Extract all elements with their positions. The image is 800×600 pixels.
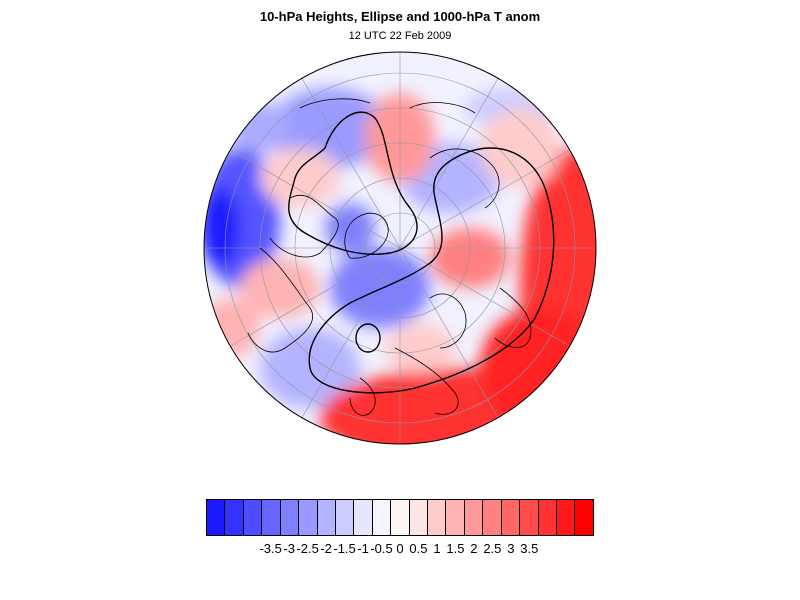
colorbar-swatch xyxy=(501,500,521,535)
colorbar-swatch xyxy=(280,500,300,535)
colorbar-tick-label: 2.5 xyxy=(483,541,502,556)
colorbar-swatch xyxy=(207,500,226,535)
colorbar-tick-label: 0 xyxy=(396,541,404,556)
colorbar-tick-label: 2 xyxy=(470,541,478,556)
map-border xyxy=(203,51,597,445)
map-title: 10-hPa Heights, Ellipse and 1000-hPa T a… xyxy=(259,9,541,24)
colorbar-swatch xyxy=(317,500,336,535)
colorbar-swatch xyxy=(354,500,373,535)
colorbar-tick-label: 1.5 xyxy=(446,541,465,556)
colorbar-swatch xyxy=(464,500,484,535)
colorbar-swatch xyxy=(520,500,539,535)
colorbar-tick-label: 1 xyxy=(433,541,441,556)
colorbar-swatch xyxy=(262,500,281,535)
colorbar xyxy=(206,499,594,536)
coastlines xyxy=(247,98,532,416)
colorbar-swatch xyxy=(538,500,558,535)
colorbar-swatch xyxy=(372,500,392,535)
colorbar-swatch xyxy=(225,500,244,535)
colorbar-tick-label: 3.5 xyxy=(520,541,539,556)
colorbar-swatch xyxy=(557,500,576,535)
colorbar-swatch xyxy=(483,500,502,535)
colorbar-swatch xyxy=(299,500,318,535)
colorbar-tick-label: 3 xyxy=(507,541,515,556)
colorbar-tick-label: -0.5 xyxy=(370,541,393,556)
colorbar-swatch xyxy=(446,500,465,535)
colorbar-tick-label: -2.5 xyxy=(296,541,319,556)
colorbar-swatch xyxy=(335,500,355,535)
colorbar-tick-label: -3 xyxy=(283,541,295,556)
colorbar-tick-label: -1 xyxy=(357,541,369,556)
colorbar-tick-label: -1.5 xyxy=(333,541,356,556)
colorbar-swatch xyxy=(428,500,447,535)
colorbar-tick-label: -2 xyxy=(320,541,332,556)
colorbar-tick-labels: -3.5 -3 -2.5 -2 -1.5 -1 -0.5 0 0.5 1 1.5 2 2.5 3 3.5 xyxy=(0,541,800,561)
height-contours xyxy=(288,111,555,394)
colorbar-swatch xyxy=(391,500,410,535)
colorbar-swatch xyxy=(409,500,429,535)
colorbar-tick-label: 0.5 xyxy=(409,541,428,556)
colorbar-tick-label: -3.5 xyxy=(259,541,282,556)
map-subtitle: 12 UTC 22 Feb 2009 xyxy=(348,30,452,42)
polar-map xyxy=(203,51,597,445)
colorbar-swatch xyxy=(243,500,263,535)
colorbar-swatch xyxy=(575,500,593,535)
